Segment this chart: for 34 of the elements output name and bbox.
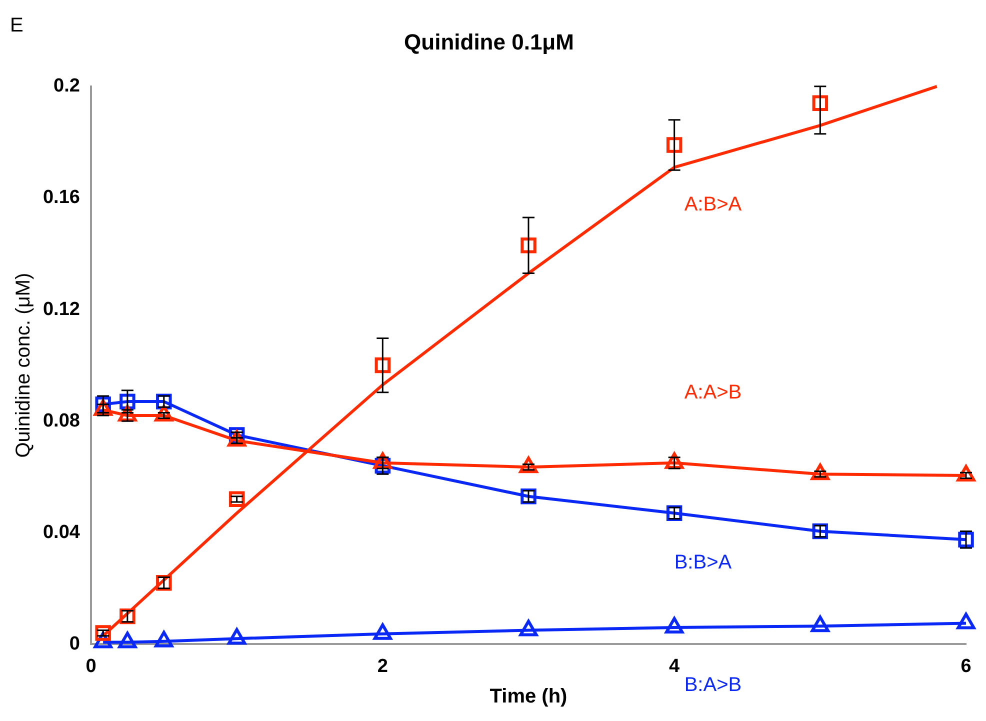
text: E xyxy=(10,14,24,37)
point xyxy=(665,616,684,634)
text: A:B>A xyxy=(684,193,742,216)
point xyxy=(228,628,246,645)
point xyxy=(810,616,830,632)
y-axis-title: Quinidine conc. (μM) xyxy=(12,272,35,458)
point xyxy=(154,630,174,648)
x-tick-label: 6 xyxy=(960,656,972,677)
y-tick-label: 0.2 xyxy=(54,76,80,97)
chart-title: Quinidine 0.1μM xyxy=(404,29,574,54)
point xyxy=(519,620,538,636)
y-tick-label: 0 xyxy=(69,633,80,654)
point xyxy=(956,464,976,482)
point xyxy=(810,464,830,480)
text: B:A>B xyxy=(684,674,742,696)
point xyxy=(374,357,391,374)
x-axis-title: Time (h) xyxy=(490,686,568,708)
point xyxy=(812,95,828,111)
y-tick-label: 0.08 xyxy=(42,410,80,432)
text: A:A>B xyxy=(684,381,742,404)
x-tick-label: 2 xyxy=(377,656,388,677)
x-tick-label: 4 xyxy=(669,656,680,677)
point xyxy=(956,612,976,630)
y-tick-label: 0.12 xyxy=(42,298,80,320)
point xyxy=(665,452,684,469)
y-tick-label: 0.16 xyxy=(42,187,80,208)
y-tick-label: 0.04 xyxy=(42,522,80,543)
point xyxy=(519,456,538,474)
point xyxy=(666,137,682,153)
point xyxy=(520,238,536,254)
series-label: B:B>A xyxy=(674,552,732,574)
x-tick-label: 0 xyxy=(86,656,96,677)
point xyxy=(118,632,137,648)
point xyxy=(373,623,392,640)
